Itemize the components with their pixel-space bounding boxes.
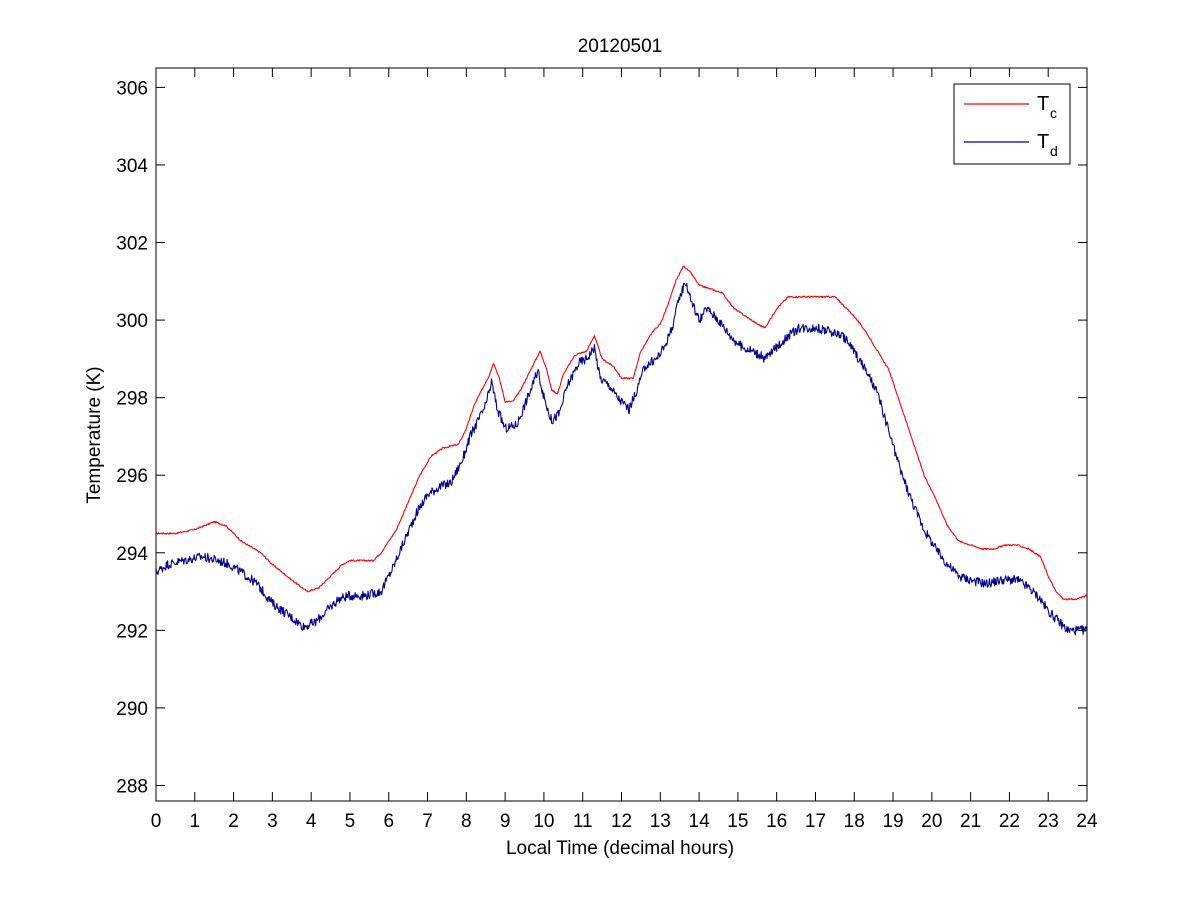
- y-tick-label: 296: [116, 466, 148, 487]
- x-tick-label: 15: [727, 811, 748, 832]
- x-tick-label: 4: [306, 811, 317, 832]
- series-line-t-d: [155, 282, 1088, 636]
- x-tick-label: 2: [228, 811, 239, 832]
- x-tick-label: 19: [882, 811, 903, 832]
- axes-layer: 0 1 2 3 4 5 6 7 8 9 10 11 12 13 14 15 16 17 18 19 20 21 22 23 24…: [116, 67, 1098, 832]
- x-tick-label: 5: [345, 811, 356, 832]
- y-tick-label: 306: [116, 78, 148, 99]
- y-tick-label: 292: [116, 621, 148, 642]
- x-tick-label: 23: [1038, 811, 1059, 832]
- x-tick-label: 16: [766, 811, 787, 832]
- legend-label: T: [1037, 131, 1049, 153]
- x-tick-label: 14: [689, 811, 711, 832]
- y-tick-label: 288: [116, 776, 148, 797]
- legend-box: [953, 83, 1071, 165]
- x-tick-label: 12: [611, 811, 632, 832]
- chart-title: 20120501: [578, 36, 663, 57]
- x-axis-label: Local Time (decimal hours): [506, 838, 734, 859]
- x-tick-label: 6: [383, 811, 394, 832]
- y-axis-label: Temperature (K): [84, 366, 105, 503]
- x-tick-label: 13: [650, 811, 671, 832]
- y-tick-label: 302: [116, 234, 148, 255]
- x-tick-label: 22: [999, 811, 1020, 832]
- x-tick-label: 3: [267, 811, 278, 832]
- x-tick-label: 8: [461, 811, 472, 832]
- y-tick-label: 290: [116, 699, 148, 720]
- y-tick-label: 304: [116, 156, 148, 177]
- x-tick-label: 0: [151, 811, 162, 832]
- y-tick-label: 298: [116, 389, 148, 410]
- y-tick-label: 294: [116, 544, 148, 565]
- legend-label-subscript: c: [1050, 105, 1057, 121]
- x-tick-label: 21: [960, 811, 981, 832]
- x-tick-label: 7: [422, 811, 433, 832]
- x-tick-label: 1: [190, 811, 201, 832]
- y-tick-label: 300: [116, 311, 148, 332]
- x-tick-label: 9: [500, 811, 511, 832]
- x-tick-label: 11: [573, 811, 593, 832]
- x-tick-label: 10: [533, 811, 554, 832]
- x-tick-label: 18: [844, 811, 865, 832]
- x-tick-label: 24: [1076, 811, 1098, 832]
- series-line-t-c: [155, 265, 1088, 601]
- series-layer: [155, 265, 1088, 636]
- x-tick-label: 17: [805, 811, 826, 832]
- x-tick-label: 20: [921, 811, 942, 832]
- legend-label-subscript: d: [1050, 143, 1058, 159]
- legend-label: T: [1037, 93, 1049, 115]
